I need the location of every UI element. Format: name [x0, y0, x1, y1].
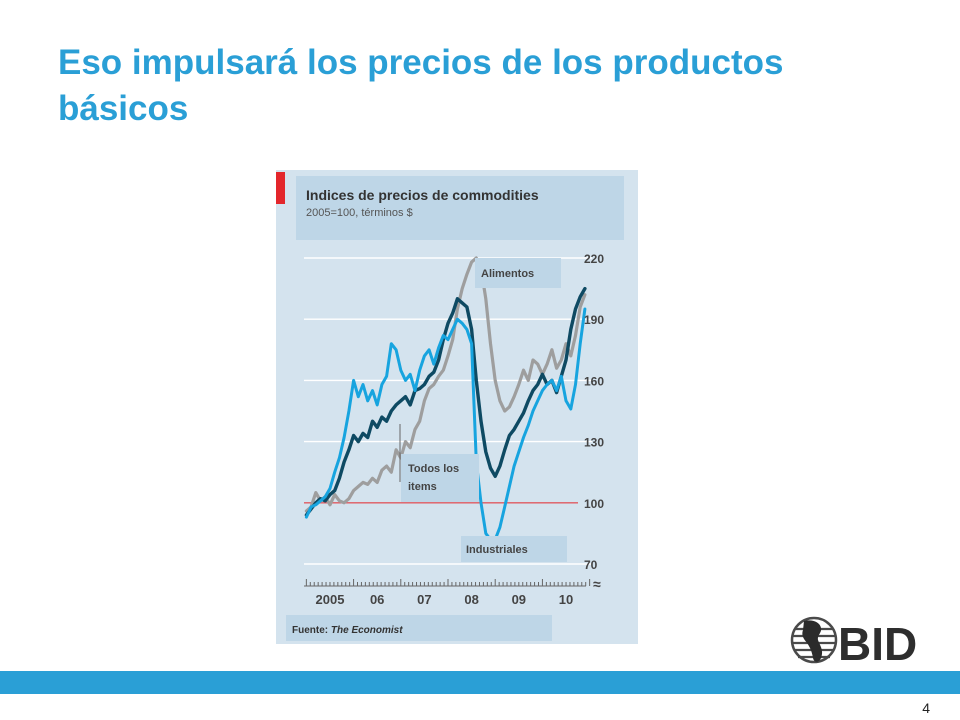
series-line-2: [304, 307, 587, 541]
red-corner-marker: [276, 172, 285, 204]
americas-shape: [802, 620, 823, 662]
chart-title: Indices de precios de commodities: [306, 187, 539, 203]
x-tick-label: 06: [370, 592, 384, 607]
industrials-label-box: [461, 536, 567, 562]
chart-subtitle: 2005=100, términos $: [306, 207, 413, 219]
bid-logo-graphic: BID: [790, 616, 917, 670]
all-items-label-line-1: Todos los: [408, 463, 459, 475]
x-tick-label: 09: [512, 592, 526, 607]
y-tick-label: 130: [584, 436, 604, 450]
x-axis: [304, 579, 591, 587]
y-tick-label: 190: [584, 313, 604, 327]
page-number: 4: [922, 700, 930, 716]
y-tick-label: 100: [584, 497, 604, 511]
source-prefix: Fuente:: [292, 625, 331, 636]
y-tick-label: 70: [584, 558, 598, 572]
industrials-label: Industriales: [466, 544, 528, 556]
all-items-label-box: [401, 454, 479, 502]
y-tick-label: 160: [584, 374, 604, 388]
source-name: The Economist: [331, 625, 403, 636]
bid-logo: BID: [790, 612, 930, 670]
chart-background: [276, 170, 638, 644]
x-axis-tick-labels: 2005 06 07 08 09 10: [316, 592, 574, 607]
x-tick-label: 07: [417, 592, 431, 607]
series-line-0: [304, 256, 587, 513]
food-label-box: [475, 258, 561, 288]
chart-canvas: Indices de precios de commodities 2005=1…: [276, 170, 638, 644]
source-box: [286, 615, 552, 641]
logo-text: BID: [838, 618, 917, 668]
x-tick-label: 2005: [316, 592, 345, 607]
food-label: Alimentos: [481, 268, 534, 280]
footer-bar: [0, 671, 960, 694]
series-line-1: [304, 286, 587, 517]
chart-header-box: [296, 176, 624, 240]
y-axis-tick-labels: 220 190 160 130 100 70: [584, 252, 604, 572]
series-labels: Alimentos Todos los items Industriales: [399, 258, 567, 562]
source-text: Fuente: The Economist: [292, 625, 403, 636]
y-tick-label: 220: [584, 252, 604, 266]
x-tick-label: 10: [559, 592, 573, 607]
x-tick-label: 08: [464, 592, 478, 607]
axis-break-symbol: ≈: [593, 576, 601, 592]
slide-title: Eso impulsará los precios de los product…: [58, 43, 784, 128]
commodity-price-chart: Indices de precios de commodities 2005=1…: [276, 170, 638, 644]
all-items-label-line-2: items: [408, 481, 437, 493]
series-lines: [304, 256, 587, 541]
